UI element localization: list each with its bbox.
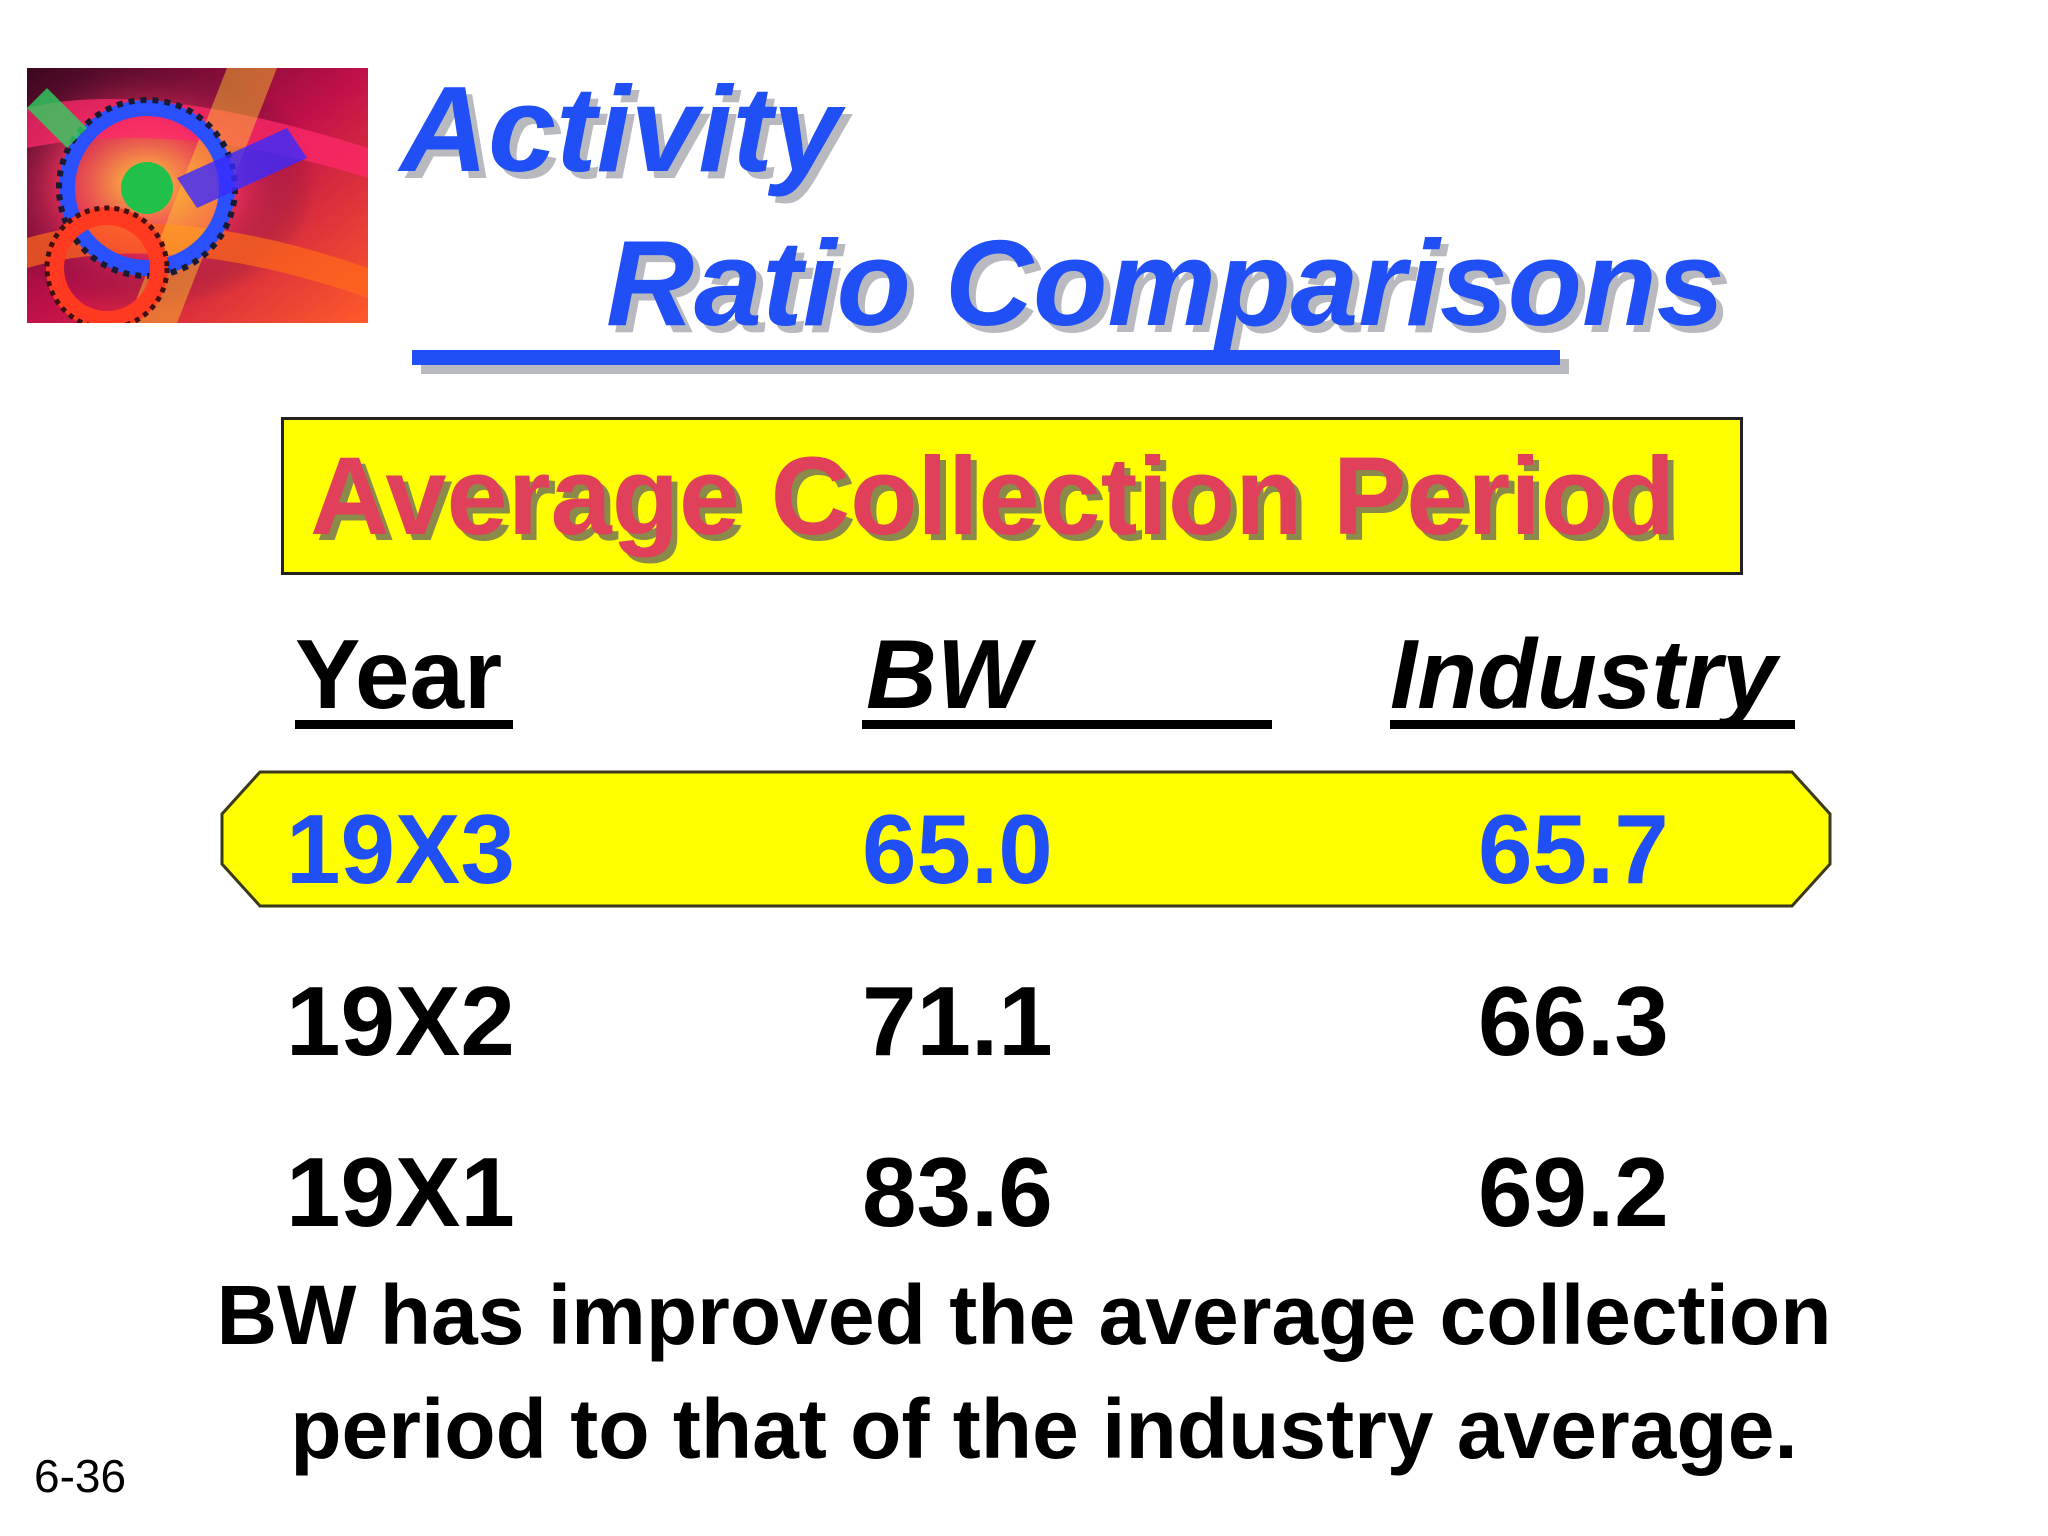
row-19x2-bw: 71.1 (862, 966, 1053, 1076)
row-19x1-year: 19X1 (286, 1137, 515, 1247)
highlight-row-shape (220, 770, 1832, 908)
conclusion-line-2: period to that of the industry average. (290, 1382, 1798, 1476)
row-19x1-bw: 83.6 (862, 1137, 1053, 1247)
header-industry-underline (1390, 720, 1795, 729)
row-19x3-industry: 65.7 (1478, 794, 1669, 904)
header-year-underline (295, 720, 513, 729)
header-year: Year (295, 619, 503, 729)
header-bw: BW (866, 619, 1030, 729)
row-19x2-industry: 66.3 (1478, 966, 1669, 1076)
row-19x1-industry: 69.2 (1478, 1137, 1669, 1247)
title-line-1: Activity (400, 61, 841, 197)
slide-number: 6-36 (34, 1450, 127, 1502)
subtitle-text: Average Collection Period (310, 435, 1676, 558)
header-industry: Industry (1390, 619, 1777, 729)
gears-logo-image (27, 68, 368, 323)
header-bw-underline (862, 720, 1272, 729)
conclusion-line-1: BW has improved the average collection (216, 1268, 1832, 1362)
title-underline (412, 350, 1560, 365)
subtitle-box: Average Collection Period (281, 417, 1743, 575)
row-19x3-year: 19X3 (286, 794, 515, 904)
title-line-2: Ratio Comparisons (606, 215, 1725, 351)
row-19x3-bw: 65.0 (862, 794, 1053, 904)
row-19x2-year: 19X2 (286, 966, 515, 1076)
